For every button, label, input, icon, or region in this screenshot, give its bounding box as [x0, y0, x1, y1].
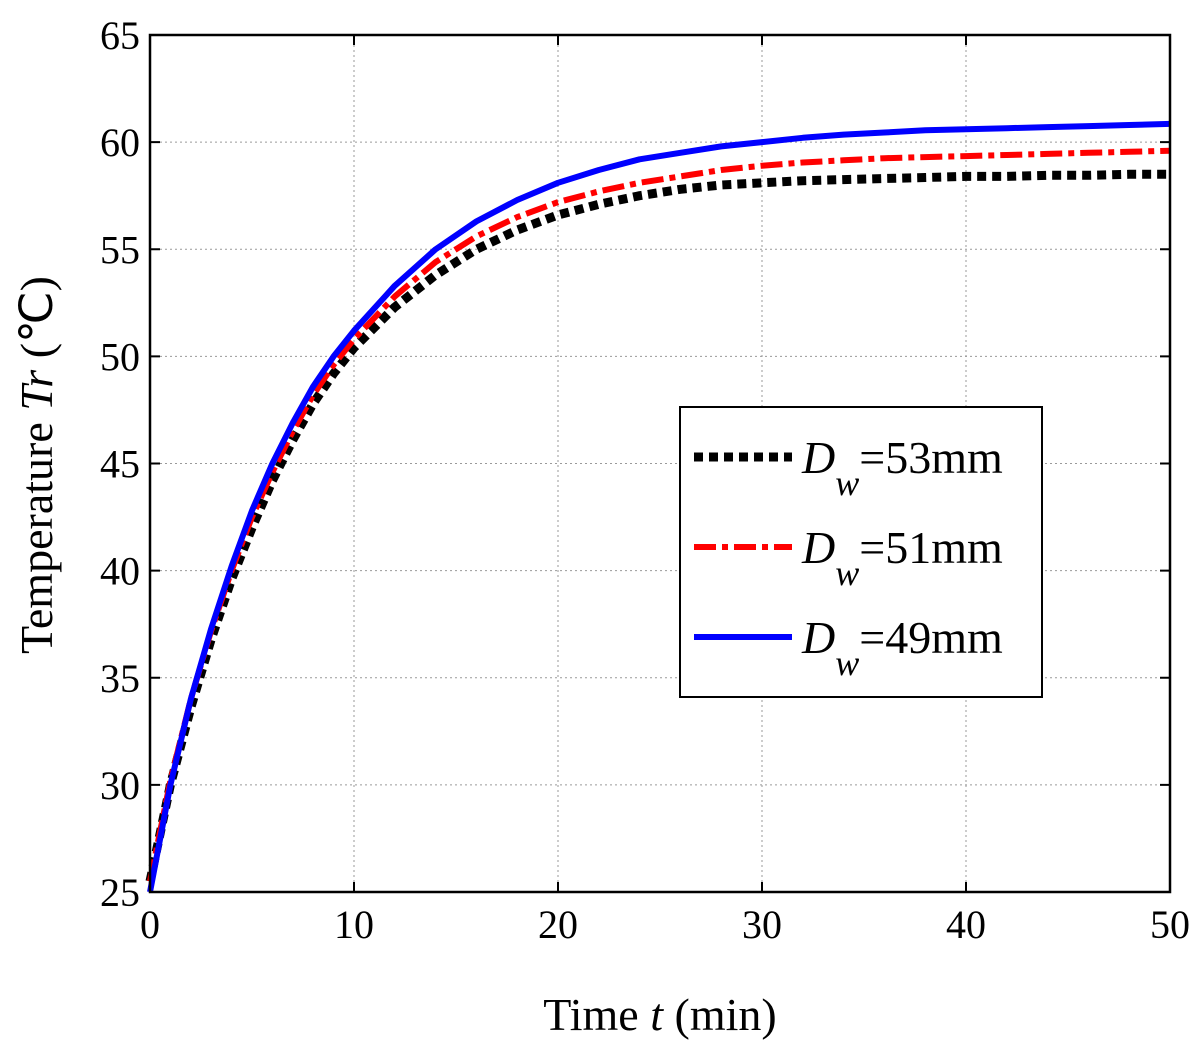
- series-group: [145, 120, 1171, 893]
- legend: Dw=53mm Dw=51mm Dw=49mm: [679, 406, 1043, 698]
- x-tick-label: 40: [946, 902, 986, 947]
- x-tick-label: 0: [140, 902, 160, 947]
- series-line-1: [145, 169, 1170, 883]
- y-tick-label: 40: [100, 549, 140, 594]
- legend-label-2: Dw=51mm: [801, 522, 1003, 593]
- y-tick-label: 35: [100, 656, 140, 701]
- y-tick-label: 50: [100, 334, 140, 379]
- x-tick-label: 30: [742, 902, 782, 947]
- legend-label-3: Dw=49mm: [801, 612, 1003, 683]
- y-tick-label: 25: [100, 870, 140, 915]
- x-tick-label: 20: [538, 902, 578, 947]
- y-tick-label: 55: [100, 227, 140, 272]
- y-tick-label: 60: [100, 120, 140, 165]
- y-tick-label: 30: [100, 763, 140, 808]
- y-tick-label: 65: [100, 13, 140, 58]
- x-axis-title: Time t (min): [543, 989, 776, 1040]
- x-tick-label: 10: [334, 902, 374, 947]
- grid-lines: [150, 35, 1170, 892]
- y-tick-label: 45: [100, 442, 140, 487]
- series-line-3: [147, 120, 1171, 893]
- axis-ticks: 0 10 20 30 40 50 25 30 35 40 45 50 55 60 65: [100, 13, 1190, 947]
- y-axis-title: Temperature Tr (℃): [11, 276, 62, 654]
- legend-label-1: Dw=53mm: [801, 432, 1003, 503]
- x-tick-label: 50: [1150, 902, 1190, 947]
